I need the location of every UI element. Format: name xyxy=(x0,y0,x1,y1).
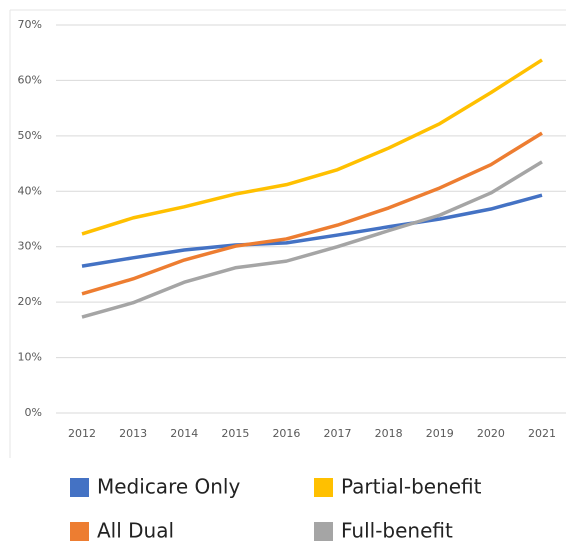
y-tick-label: 60% xyxy=(18,73,42,86)
line-series xyxy=(81,160,543,319)
legend-swatch xyxy=(314,478,333,497)
x-tick-label: 2014 xyxy=(170,427,198,440)
y-tick-label: 0% xyxy=(25,406,42,419)
x-tick-label: 2018 xyxy=(375,427,403,440)
y-tick-label: 10% xyxy=(18,351,42,364)
y-tick-label: 40% xyxy=(18,184,42,197)
legend-swatch xyxy=(70,522,89,541)
x-tick-label: 2012 xyxy=(68,427,96,440)
legend-label: Medicare Only xyxy=(97,475,240,499)
x-tick-label: 2017 xyxy=(324,427,352,440)
x-tick-label: 2020 xyxy=(477,427,505,440)
x-tick-label: 2015 xyxy=(221,427,249,440)
legend-label: Partial-benefit xyxy=(341,475,482,499)
legend-swatch xyxy=(70,478,89,497)
y-tick-label: 50% xyxy=(18,129,42,142)
y-tick-label: 70% xyxy=(18,18,42,31)
legend-label: Full-benefit xyxy=(341,519,453,543)
y-tick-label: 20% xyxy=(18,295,42,308)
x-tick-label: 2016 xyxy=(272,427,300,440)
x-tick-label: 2013 xyxy=(119,427,147,440)
legend-swatch xyxy=(314,522,333,541)
y-tick-label: 30% xyxy=(18,240,42,253)
x-tick-label: 2019 xyxy=(426,427,454,440)
line-series xyxy=(81,58,543,236)
legend-label: All Dual xyxy=(97,519,174,543)
line-series xyxy=(81,193,543,268)
x-tick-label: 2021 xyxy=(528,427,556,440)
line-series xyxy=(81,131,543,296)
